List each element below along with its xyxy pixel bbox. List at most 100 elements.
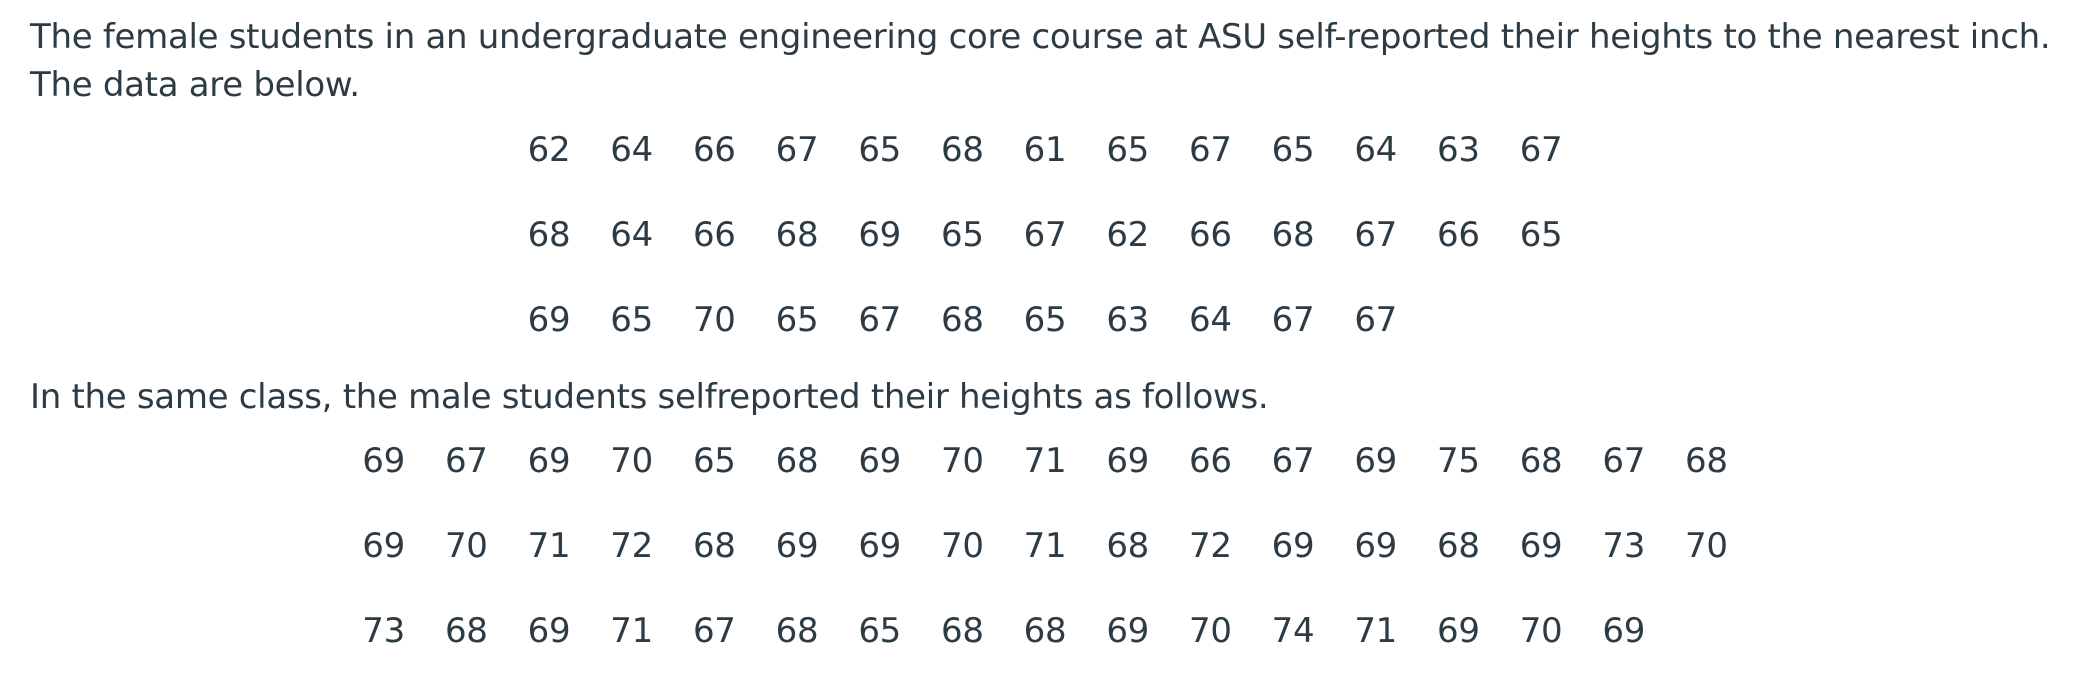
male-height-cell: 68 <box>940 610 984 651</box>
female-height-cell: 65 <box>775 299 819 340</box>
male-height-cell: 70 <box>1519 610 1563 651</box>
male-height-cell: 70 <box>444 525 488 566</box>
male-height-row: 69 70 71 72 68 69 69 70 71 68 72 69 69 68 69 73 70 <box>342 503 1747 588</box>
male-height-cell: 69 <box>775 525 819 566</box>
male-height-cell: 70 <box>940 440 984 481</box>
male-height-cell: 67 <box>1602 440 1646 481</box>
female-height-cell: 61 <box>1023 129 1067 170</box>
female-height-cell: 68 <box>775 214 819 255</box>
female-height-cell: 67 <box>1354 214 1398 255</box>
female-height-cell: 65 <box>858 129 901 170</box>
male-height-cell: 69 <box>1354 525 1398 566</box>
male-height-cell: 68 <box>444 610 488 651</box>
male-height-cell: 69 <box>1106 610 1149 651</box>
female-height-cell: 68 <box>527 214 571 255</box>
male-height-cell: 70 <box>610 440 653 481</box>
male-heights-body: 69 67 69 70 65 68 69 70 71 69 66 67 69 75 68 67 68 69 70 71… <box>342 418 1747 673</box>
male-height-cell <box>1665 588 1748 673</box>
female-height-cell: 69 <box>527 299 571 340</box>
female-height-row: 62 64 66 67 65 68 61 65 67 65 64 63 67 <box>508 107 1583 192</box>
male-height-row: 73 68 69 71 67 68 65 68 68 69 70 74 71 69 70 69 <box>342 588 1747 673</box>
female-height-cell: 63 <box>1106 299 1149 340</box>
male-height-cell: 68 <box>775 440 819 481</box>
male-height-cell: 69 <box>1519 525 1563 566</box>
female-height-cell <box>1500 277 1583 362</box>
female-height-cell: 65 <box>940 214 984 255</box>
male-height-cell: 68 <box>1519 440 1563 481</box>
male-height-cell: 69 <box>362 440 405 481</box>
male-height-cell: 69 <box>1271 525 1315 566</box>
male-height-cell: 71 <box>1354 610 1398 651</box>
female-height-cell: 65 <box>1271 129 1315 170</box>
male-height-row: 69 67 69 70 65 68 69 70 71 69 66 67 69 75 68 67 68 <box>342 418 1747 503</box>
male-height-cell: 68 <box>1685 440 1728 481</box>
male-height-cell: 71 <box>1023 525 1067 566</box>
female-height-cell: 65 <box>1106 129 1149 170</box>
male-height-cell: 68 <box>1023 610 1067 651</box>
male-height-cell: 68 <box>692 525 736 566</box>
female-height-cell: 66 <box>1437 214 1480 255</box>
male-height-cell: 71 <box>610 610 653 651</box>
male-height-cell: 69 <box>1106 440 1149 481</box>
female-height-cell: 67 <box>1189 129 1232 170</box>
male-height-cell: 74 <box>1271 610 1315 651</box>
female-height-cell: 65 <box>610 299 653 340</box>
male-height-cell: 67 <box>692 610 736 651</box>
female-height-cell: 64 <box>1189 299 1232 340</box>
male-height-cell: 69 <box>1437 610 1480 651</box>
female-height-cell: 67 <box>775 129 819 170</box>
female-height-row: 68 64 66 68 69 65 67 62 66 68 67 66 65 <box>508 192 1583 277</box>
male-height-cell: 69 <box>527 440 571 481</box>
female-height-cell: 68 <box>940 299 984 340</box>
male-height-cell: 71 <box>527 525 571 566</box>
male-height-cell: 68 <box>1106 525 1149 566</box>
male-height-cell: 70 <box>940 525 984 566</box>
male-height-cell: 67 <box>444 440 488 481</box>
male-height-cell: 73 <box>1602 525 1646 566</box>
male-heights-intro: In the same class, the male students sel… <box>30 377 1269 417</box>
male-height-cell: 68 <box>775 610 819 651</box>
female-height-cell <box>1417 277 1500 362</box>
male-height-cell: 65 <box>692 440 736 481</box>
female-height-cell: 67 <box>1354 299 1398 340</box>
male-height-cell: 70 <box>1685 525 1728 566</box>
female-height-cell: 65 <box>1023 299 1067 340</box>
male-height-cell: 67 <box>1271 440 1315 481</box>
female-heights-table: 62 64 66 67 65 68 61 65 67 65 64 63 67 68 64 66 68 69 65 67… <box>508 107 1583 362</box>
female-height-cell: 68 <box>1271 214 1315 255</box>
male-height-cell: 72 <box>610 525 653 566</box>
female-height-cell: 68 <box>940 129 984 170</box>
male-height-cell: 68 <box>1437 525 1480 566</box>
male-height-cell: 73 <box>362 610 405 651</box>
female-height-row: 69 65 70 65 67 68 65 63 64 67 67 <box>508 277 1583 362</box>
female-height-cell: 70 <box>692 299 736 340</box>
female-height-cell: 66 <box>692 129 736 170</box>
female-heights-body: 62 64 66 67 65 68 61 65 67 65 64 63 67 68 64 66 68 69 65 67… <box>508 107 1583 362</box>
male-height-cell: 69 <box>858 525 901 566</box>
male-height-cell: 69 <box>362 525 405 566</box>
female-height-cell: 64 <box>610 214 653 255</box>
male-height-cell: 66 <box>1189 440 1232 481</box>
male-height-cell: 69 <box>1354 440 1398 481</box>
female-height-cell: 63 <box>1437 129 1480 170</box>
female-heights-intro: The female students in an undergraduate … <box>30 17 2051 105</box>
male-height-cell: 72 <box>1189 525 1232 566</box>
problem-content: The female students in an undergraduate … <box>30 0 2060 691</box>
male-height-cell: 69 <box>1602 610 1646 651</box>
female-height-cell: 64 <box>1354 129 1398 170</box>
female-height-cell: 67 <box>1023 214 1067 255</box>
female-height-cell: 67 <box>1519 129 1563 170</box>
female-height-cell: 65 <box>1519 214 1563 255</box>
male-height-cell: 69 <box>858 440 901 481</box>
female-height-cell: 67 <box>858 299 901 340</box>
male-height-cell: 65 <box>858 610 901 651</box>
female-height-cell: 66 <box>692 214 736 255</box>
female-height-cell: 62 <box>1106 214 1149 255</box>
male-height-cell: 69 <box>527 610 571 651</box>
female-height-cell: 64 <box>610 129 653 170</box>
male-heights-table: 69 67 69 70 65 68 69 70 71 69 66 67 69 75 68 67 68 69 70 71… <box>342 418 1747 673</box>
male-height-cell: 71 <box>1023 440 1067 481</box>
male-height-cell: 75 <box>1437 440 1480 481</box>
female-height-cell: 62 <box>527 129 571 170</box>
female-height-cell: 69 <box>858 214 901 255</box>
